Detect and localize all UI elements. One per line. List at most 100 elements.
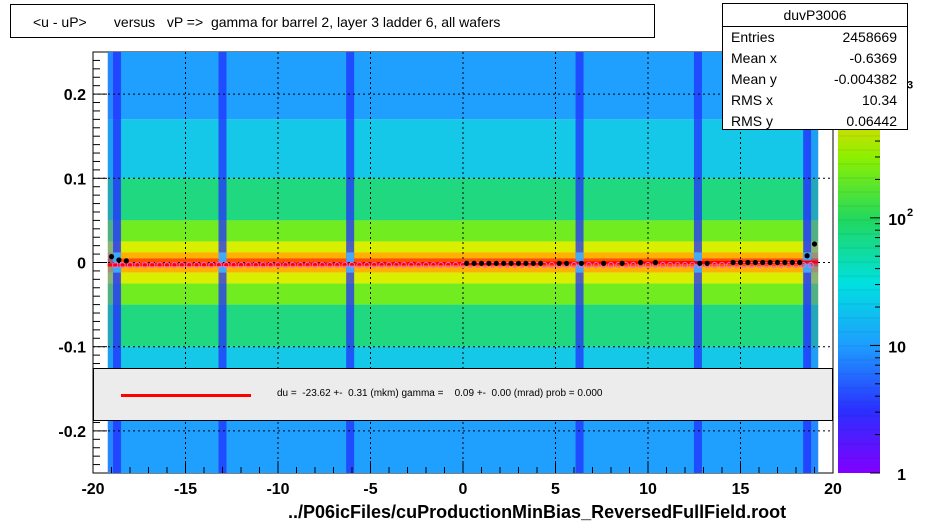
stats-row-mean-x: Mean x -0.6369	[723, 48, 907, 69]
mirror-marker	[593, 261, 600, 269]
profile-point	[493, 260, 499, 266]
profile-point	[116, 257, 122, 263]
mirror-marker	[763, 261, 770, 269]
mirror-marker	[755, 261, 763, 269]
z-tick-label-exponent: 2	[907, 207, 913, 219]
mirror-marker	[134, 261, 141, 269]
mirror-marker	[689, 261, 696, 269]
mirror-marker	[711, 261, 718, 269]
profile-point	[108, 254, 115, 260]
stats-title: duvP3006	[723, 4, 907, 27]
stats-value: 2458669	[842, 29, 897, 45]
fit-legend-line	[121, 394, 251, 397]
stats-row-entries: Entries 2458669	[723, 27, 907, 48]
mirror-marker	[208, 261, 215, 269]
mirror-marker	[245, 261, 252, 269]
mirror-marker	[659, 261, 666, 269]
mirror-marker	[741, 261, 748, 269]
mirror-marker	[415, 261, 422, 269]
mirror-marker	[408, 261, 415, 269]
profile-point	[752, 259, 758, 266]
mirror-marker	[156, 261, 163, 269]
mirror-marker	[452, 261, 459, 269]
profile-point	[530, 260, 536, 266]
mirror-marker	[282, 261, 289, 269]
mirror-marker	[785, 261, 792, 269]
x-tick-label: 15	[732, 481, 750, 498]
mirror-marker	[215, 261, 222, 269]
heatmap-band	[107, 241, 819, 253]
profile-point	[745, 259, 751, 266]
profile-point	[789, 259, 795, 266]
stats-key: Entries	[731, 29, 775, 45]
heatmap-band	[107, 252, 819, 259]
y-tick-label: 0.2	[64, 87, 86, 104]
mirror-marker	[630, 261, 637, 269]
profile-point	[797, 259, 803, 266]
z-tick-label-exponent: 3	[907, 79, 913, 91]
profile-point	[619, 260, 625, 266]
profile-point	[730, 259, 736, 266]
mirror-marker	[800, 261, 807, 269]
mirror-marker	[748, 261, 755, 269]
mirror-marker	[378, 261, 385, 269]
mirror-marker	[230, 261, 237, 269]
z-tick-label: 10	[888, 339, 906, 356]
stats-value: 0.06442	[846, 113, 897, 129]
mirror-marker	[437, 261, 444, 269]
profile-point	[737, 259, 744, 266]
mirror-marker	[718, 261, 726, 269]
mirror-marker	[119, 261, 126, 269]
x-tick-label: -10	[266, 481, 289, 498]
profile-point	[564, 260, 570, 266]
x-tick-label: -15	[174, 481, 197, 498]
profile-point	[501, 260, 507, 266]
profile-point	[538, 260, 544, 266]
mirror-marker	[674, 261, 681, 269]
mirror-marker	[681, 261, 689, 269]
fit-legend: du = -23.62 +- 0.31 (mkm) gamma = 0.09 +…	[93, 368, 833, 421]
profile-point	[652, 259, 659, 266]
mirror-marker	[163, 261, 171, 269]
mirror-marker	[770, 261, 777, 269]
heatmap-band	[107, 266, 819, 273]
mirror-marker	[200, 261, 208, 269]
chart-title: <u - uP> versus vP => gamma for barrel 2…	[10, 4, 655, 38]
mirror-marker	[223, 261, 230, 269]
fit-legend-text: du = -23.62 +- 0.31 (mkm) gamma = 0.09 +…	[277, 388, 603, 399]
mirror-marker	[112, 261, 119, 269]
profile-point	[508, 260, 514, 266]
profile-point	[478, 260, 485, 266]
stats-box: duvP3006 Entries 2458669 Mean x -0.6369 …	[722, 3, 908, 130]
mirror-marker	[237, 261, 245, 269]
x-tick-label: 20	[824, 481, 842, 498]
x-tick-label: -20	[81, 481, 104, 498]
mirror-marker	[385, 261, 393, 269]
profile-point	[767, 259, 773, 266]
profile-point	[123, 258, 129, 264]
mirror-marker	[149, 261, 156, 269]
stats-row-rms-x: RMS x 10.34	[723, 90, 907, 111]
mirror-marker	[422, 261, 430, 269]
profile-point	[523, 260, 529, 266]
profile-point	[704, 260, 710, 266]
y-tick-label: 0.1	[64, 171, 86, 188]
mirror-marker	[726, 261, 733, 269]
profile-point	[515, 260, 522, 266]
mirror-marker	[356, 261, 363, 269]
mirror-marker	[178, 261, 185, 269]
mirror-marker	[311, 261, 319, 269]
stats-value: -0.6369	[849, 50, 897, 66]
profile-point	[486, 260, 492, 266]
mirror-marker	[334, 261, 341, 269]
mirror-marker	[393, 261, 400, 269]
mirror-marker	[430, 261, 437, 269]
mirror-marker	[341, 261, 348, 269]
mirror-marker	[667, 261, 674, 269]
profile-point	[464, 260, 470, 266]
mirror-marker	[400, 261, 407, 269]
mirror-marker	[297, 261, 304, 269]
z-tick-label: 1	[897, 467, 906, 484]
stats-row-rms-y: RMS y 0.06442	[723, 111, 907, 132]
heatmap-band	[107, 283, 819, 305]
